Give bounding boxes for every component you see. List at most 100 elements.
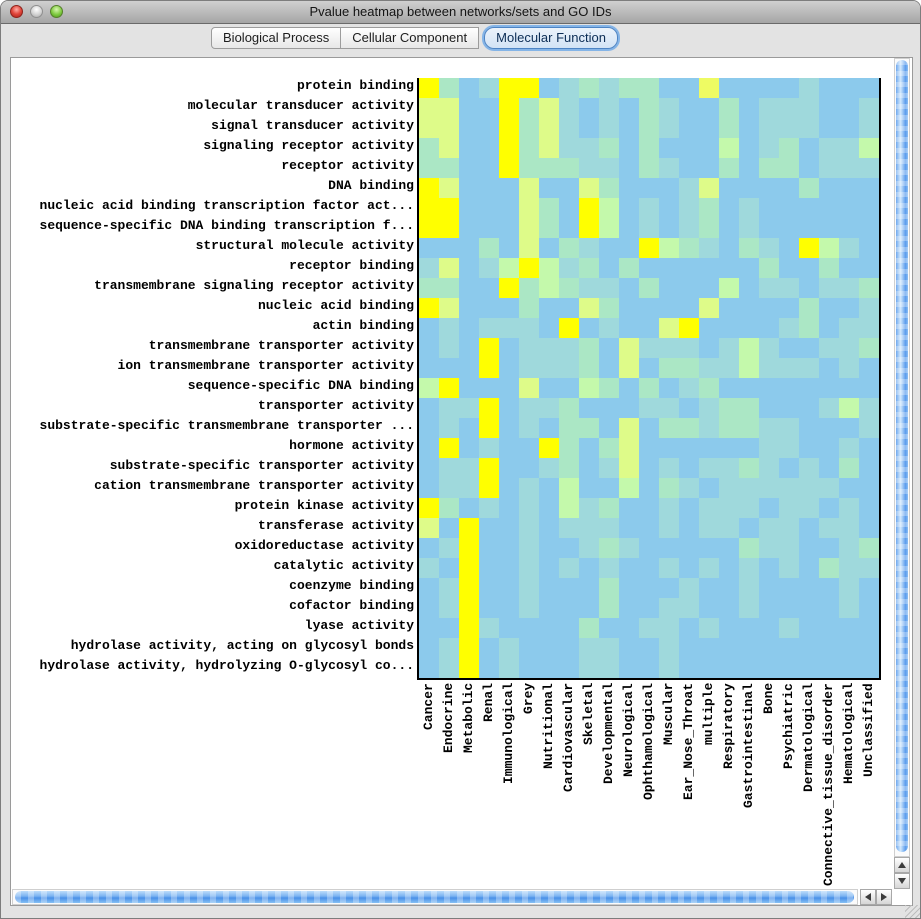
heatmap-cell bbox=[439, 538, 459, 558]
heatmap-cell bbox=[759, 658, 779, 678]
heatmap-cell bbox=[659, 318, 679, 338]
heatmap-cell bbox=[739, 118, 759, 138]
heatmap-cell bbox=[599, 618, 619, 638]
heatmap-cell bbox=[759, 598, 779, 618]
heatmap-cell bbox=[799, 318, 819, 338]
heatmap-cell bbox=[499, 478, 519, 498]
heatmap-cell bbox=[479, 518, 499, 538]
heatmap-cell bbox=[439, 398, 459, 418]
scroll-right-button[interactable] bbox=[876, 889, 892, 905]
heatmap-cell bbox=[819, 118, 839, 138]
horizontal-scrollbar-thumb[interactable] bbox=[15, 891, 854, 903]
heatmap-cell bbox=[479, 318, 499, 338]
scroll-left-button[interactable] bbox=[860, 889, 876, 905]
heatmap-cell bbox=[859, 98, 879, 118]
heatmap-cell bbox=[779, 418, 799, 438]
heatmap-cell bbox=[439, 358, 459, 378]
vertical-scrollbar-thumb[interactable] bbox=[896, 60, 908, 852]
heatmap-cell bbox=[539, 138, 559, 158]
heatmap-cell bbox=[719, 558, 739, 578]
heatmap-cell bbox=[779, 278, 799, 298]
heatmap-cell bbox=[839, 358, 859, 378]
heatmap-cell bbox=[779, 98, 799, 118]
heatmap-cell bbox=[519, 78, 539, 98]
heatmap-cell bbox=[699, 318, 719, 338]
heatmap-cell bbox=[639, 98, 659, 118]
heatmap-cell bbox=[699, 98, 719, 118]
heatmap-cell bbox=[599, 438, 619, 458]
heatmap-cell bbox=[659, 258, 679, 278]
heatmap-cell bbox=[659, 398, 679, 418]
heatmap-cell bbox=[559, 98, 579, 118]
scroll-up-button[interactable] bbox=[894, 857, 910, 873]
heatmap-cell bbox=[759, 178, 779, 198]
heatmap-cell bbox=[779, 558, 799, 578]
heatmap-cell bbox=[419, 638, 439, 658]
heatmap-cell bbox=[739, 598, 759, 618]
heatmap-cell bbox=[839, 158, 859, 178]
heatmap-cell bbox=[519, 538, 539, 558]
heatmap-cell bbox=[499, 78, 519, 98]
vertical-scrollbar[interactable] bbox=[894, 58, 910, 857]
heatmap-cell bbox=[719, 338, 739, 358]
heatmap-cell bbox=[439, 298, 459, 318]
heatmap-cell bbox=[539, 158, 559, 178]
heatmap-cell bbox=[739, 138, 759, 158]
zoom-button[interactable] bbox=[50, 5, 63, 18]
heatmap-cell bbox=[519, 338, 539, 358]
heatmap-cell bbox=[599, 558, 619, 578]
heatmap-cell bbox=[659, 338, 679, 358]
heatmap-cell bbox=[499, 238, 519, 258]
heatmap-cell bbox=[579, 78, 599, 98]
tab-biological-process[interactable]: Biological Process bbox=[211, 27, 342, 49]
heatmap-cell bbox=[419, 598, 439, 618]
heatmap-cell bbox=[579, 438, 599, 458]
heatmap-cell bbox=[859, 238, 879, 258]
heatmap-cell bbox=[559, 618, 579, 638]
close-button[interactable] bbox=[10, 5, 23, 18]
heatmap-cell bbox=[839, 498, 859, 518]
heatmap-cell bbox=[799, 638, 819, 658]
col-label: Unclassified bbox=[861, 683, 876, 777]
heatmap-cell bbox=[419, 98, 439, 118]
col-label: Endocrine bbox=[441, 682, 456, 753]
heatmap-cell bbox=[419, 498, 439, 518]
heatmap-cell bbox=[459, 658, 479, 678]
heatmap-cell bbox=[619, 198, 639, 218]
heatmap-cell bbox=[579, 178, 599, 198]
heatmap-cell bbox=[519, 458, 539, 478]
heatmap-cell bbox=[719, 658, 739, 678]
heatmap-cell bbox=[439, 458, 459, 478]
heatmap-cell bbox=[759, 558, 779, 578]
heatmap-cell bbox=[659, 158, 679, 178]
heatmap-cell bbox=[459, 558, 479, 578]
heatmap-cell bbox=[499, 458, 519, 478]
heatmap-cell bbox=[719, 138, 739, 158]
up-arrow-icon bbox=[898, 862, 906, 868]
heatmap-cell bbox=[659, 418, 679, 438]
heatmap-cell bbox=[759, 458, 779, 478]
heatmap-cell bbox=[419, 118, 439, 138]
heatmap-cell bbox=[679, 78, 699, 98]
heatmap-cell bbox=[839, 398, 859, 418]
title-bar[interactable]: Pvalue heatmap between networks/sets and… bbox=[1, 1, 920, 24]
heatmap-cell bbox=[759, 418, 779, 438]
horizontal-scrollbar[interactable] bbox=[12, 889, 858, 905]
heatmap-cell bbox=[619, 518, 639, 538]
heatmap-cell bbox=[839, 78, 859, 98]
heatmap-cell bbox=[679, 558, 699, 578]
heatmap-cell bbox=[559, 238, 579, 258]
heatmap-cell bbox=[419, 318, 439, 338]
heatmap-cell bbox=[499, 278, 519, 298]
tab-molecular-function[interactable]: Molecular Function bbox=[484, 27, 618, 49]
heatmap-cell bbox=[859, 618, 879, 638]
heatmap-cell bbox=[639, 198, 659, 218]
minimize-button[interactable] bbox=[30, 5, 43, 18]
scroll-down-button[interactable] bbox=[894, 873, 910, 889]
resize-grip-icon[interactable] bbox=[905, 905, 920, 918]
heatmap-cell bbox=[859, 498, 879, 518]
tab-cellular-component[interactable]: Cellular Component bbox=[340, 27, 480, 49]
heatmap-cell bbox=[539, 278, 559, 298]
heatmap-cell bbox=[859, 258, 879, 278]
heatmap-cell bbox=[499, 538, 519, 558]
